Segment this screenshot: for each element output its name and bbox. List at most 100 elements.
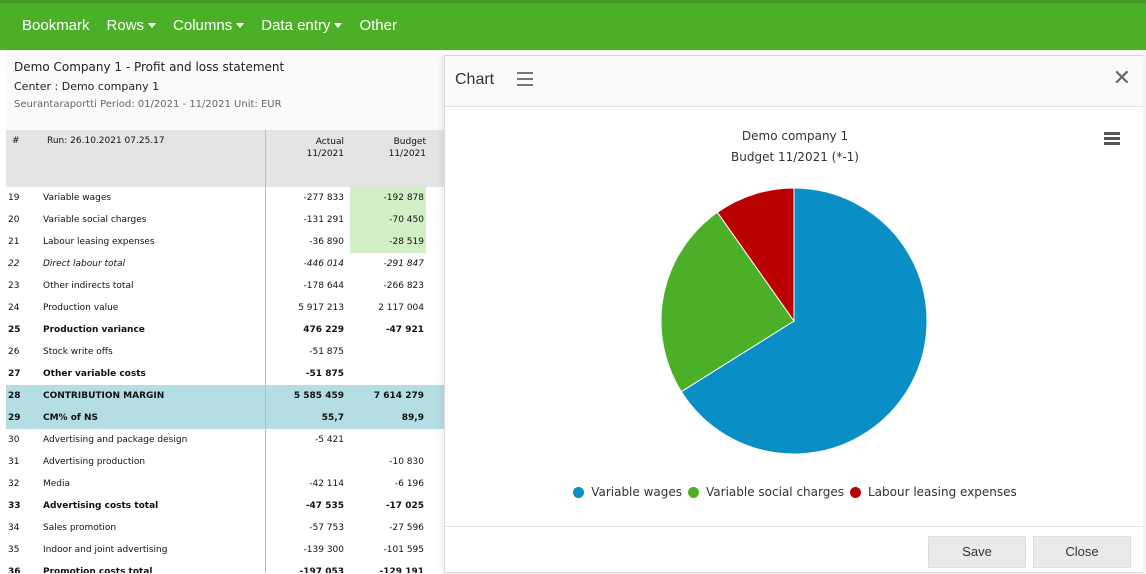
row-number: 26 [8, 347, 20, 357]
caret-down-icon [236, 23, 245, 28]
chart-legend: Variable wages Variable social charges Lab… [445, 485, 1145, 499]
table-row[interactable]: 25 Production variance 476 229 -47 921 [6, 319, 444, 341]
budget-value[interactable]: -27 596 [389, 523, 424, 533]
row-number: 19 [8, 193, 20, 203]
actual-value: -197 053 [299, 567, 344, 573]
top-navigation-bar: Bookmark Rows Columns Data entry Other [0, 0, 1146, 50]
legend-label: Variable social charges [706, 485, 844, 499]
caret-down-icon [148, 23, 157, 28]
budget-value[interactable] [350, 363, 426, 385]
row-number: 32 [8, 479, 20, 489]
background-edge [1143, 50, 1146, 573]
row-name: Other indirects total [43, 281, 134, 291]
table-row[interactable]: 31 Advertising production -10 830 [6, 451, 444, 473]
pie-svg [660, 187, 928, 455]
table-row[interactable]: 27 Other variable costs -51 875 [6, 363, 444, 385]
row-number: 25 [8, 325, 21, 335]
budget-value[interactable]: -47 921 [385, 325, 424, 335]
budget-value[interactable]: -70 450 [350, 209, 426, 231]
pie-slice-variable-wages[interactable] [680, 187, 928, 455]
table-row[interactable]: 35 Indoor and joint advertising -139 300 -1… [6, 539, 444, 561]
caret-down-icon [334, 23, 343, 28]
legend-label: Variable wages [591, 485, 683, 499]
table-row[interactable]: 28 CONTRIBUTION MARGIN 5 585 459 7 614 279 [6, 385, 444, 407]
budget-value[interactable]: -101 595 [383, 545, 424, 555]
row-name: Promotion costs total [43, 567, 153, 573]
nav-item-rows[interactable]: Rows [107, 17, 157, 34]
table-row[interactable]: 36 Promotion costs total -197 053 -129 191 [6, 561, 444, 573]
table-row[interactable]: 21 Labour leasing expenses -36 890 -28 519 [6, 231, 444, 253]
row-name: Labour leasing expenses [43, 237, 155, 247]
actual-value: -36 890 [309, 237, 344, 247]
table-row[interactable]: 33 Advertising costs total -47 535 -17 025 [6, 495, 444, 517]
table-row[interactable]: 22 Direct labour total -446 014 -291 847 [6, 253, 444, 275]
legend-item[interactable]: Variable wages [573, 485, 682, 499]
pie-slice-variable-social-charges[interactable] [660, 211, 795, 393]
table-row[interactable]: 23 Other indirects total -178 644 -266 823 [6, 275, 444, 297]
column-header-actual[interactable]: Actual 11/2021 [270, 136, 344, 160]
row-number: 29 [8, 413, 21, 423]
report-header: Demo Company 1 - Profit and loss stateme… [6, 50, 444, 130]
budget-value[interactable]: -266 823 [383, 281, 424, 291]
table-row[interactable]: 19 Variable wages -277 833 -192 878 [6, 187, 444, 209]
table-row[interactable]: 24 Production value 5 917 213 2 117 004 [6, 297, 444, 319]
nav-item-label: Columns [173, 17, 233, 34]
row-number: 30 [8, 435, 20, 445]
table-row[interactable]: 29 CM% of NS 55,7 89,9 [6, 407, 444, 429]
column-header-actual-period: 11/2021 [306, 149, 344, 159]
row-number: 36 [8, 567, 21, 573]
budget-value[interactable]: -6 196 [394, 479, 424, 489]
save-button[interactable]: Save [928, 536, 1026, 568]
budget-value[interactable] [350, 429, 426, 451]
table-row[interactable]: 20 Variable social charges -131 291 -70 450 [6, 209, 444, 231]
column-header-budget[interactable]: Budget 11/2021 [350, 136, 426, 160]
nav-item-bookmark[interactable]: Bookmark [22, 17, 90, 34]
nav-item-other[interactable]: Other [359, 17, 397, 34]
report-center: Center : Demo company 1 [14, 80, 160, 93]
row-name: Advertising costs total [43, 501, 159, 511]
row-name: Variable wages [43, 193, 112, 203]
budget-value[interactable]: 89,9 [401, 413, 424, 423]
budget-value[interactable]: 2 117 004 [378, 303, 424, 313]
actual-value: -131 291 [303, 215, 344, 225]
row-number: 21 [8, 237, 20, 247]
budget-value[interactable]: -10 830 [389, 457, 424, 467]
legend-item[interactable]: Variable social charges [688, 485, 844, 499]
budget-value[interactable]: -28 519 [350, 231, 426, 253]
chart-dialog: Chart ✕ Demo company 1 Budget 11/2021 (*… [444, 55, 1145, 573]
close-icon[interactable]: ✕ [1112, 66, 1131, 91]
row-number: 33 [8, 501, 21, 511]
main-menu: Bookmark Rows Columns Data entry Other [22, 17, 414, 34]
row-name: Direct labour total [43, 259, 126, 269]
column-header-budget-period: 11/2021 [388, 149, 426, 159]
nav-item-data-entry[interactable]: Data entry [261, 17, 343, 34]
budget-value[interactable]: -192 878 [350, 187, 426, 209]
budget-value[interactable]: -291 847 [383, 259, 424, 269]
row-number: 27 [8, 369, 21, 379]
pie-slice-labour-leasing-expenses[interactable] [716, 187, 795, 323]
row-number: 20 [8, 215, 20, 225]
hamburger-icon[interactable] [517, 72, 533, 86]
column-header-run: Run: 26.10.2021 07.25.17 [47, 136, 165, 146]
table-row[interactable]: 30 Advertising and package design -5 421 [6, 429, 444, 451]
table-row[interactable]: 26 Stock write offs -51 875 [6, 341, 444, 363]
pie-chart: Demo company 1 Budget 11/2021 (*-1) Vari… [445, 108, 1145, 526]
actual-value: -139 300 [303, 545, 344, 555]
table-row[interactable]: 32 Media -42 114 -6 196 [6, 473, 444, 495]
budget-value[interactable]: 7 614 279 [373, 391, 424, 401]
budget-value[interactable]: -17 025 [385, 501, 424, 511]
table-row[interactable]: 34 Sales promotion -57 753 -27 596 [6, 517, 444, 539]
nav-item-columns[interactable]: Columns [173, 17, 245, 34]
row-name: CM% of NS [43, 413, 98, 423]
row-number: 22 [8, 259, 20, 269]
row-name: Production value [43, 303, 119, 313]
legend-item[interactable]: Labour leasing expenses [849, 485, 1017, 499]
close-button[interactable]: Close [1033, 536, 1131, 568]
budget-value[interactable]: -129 191 [379, 567, 424, 573]
chart-menu-icon[interactable] [1104, 132, 1120, 146]
legend-dot-icon [688, 486, 700, 498]
actual-value: -51 875 [309, 347, 344, 357]
legend-dot-icon [573, 486, 585, 498]
chart-subtitle: Budget 11/2021 (*-1) [731, 150, 859, 164]
budget-value[interactable] [350, 341, 426, 363]
